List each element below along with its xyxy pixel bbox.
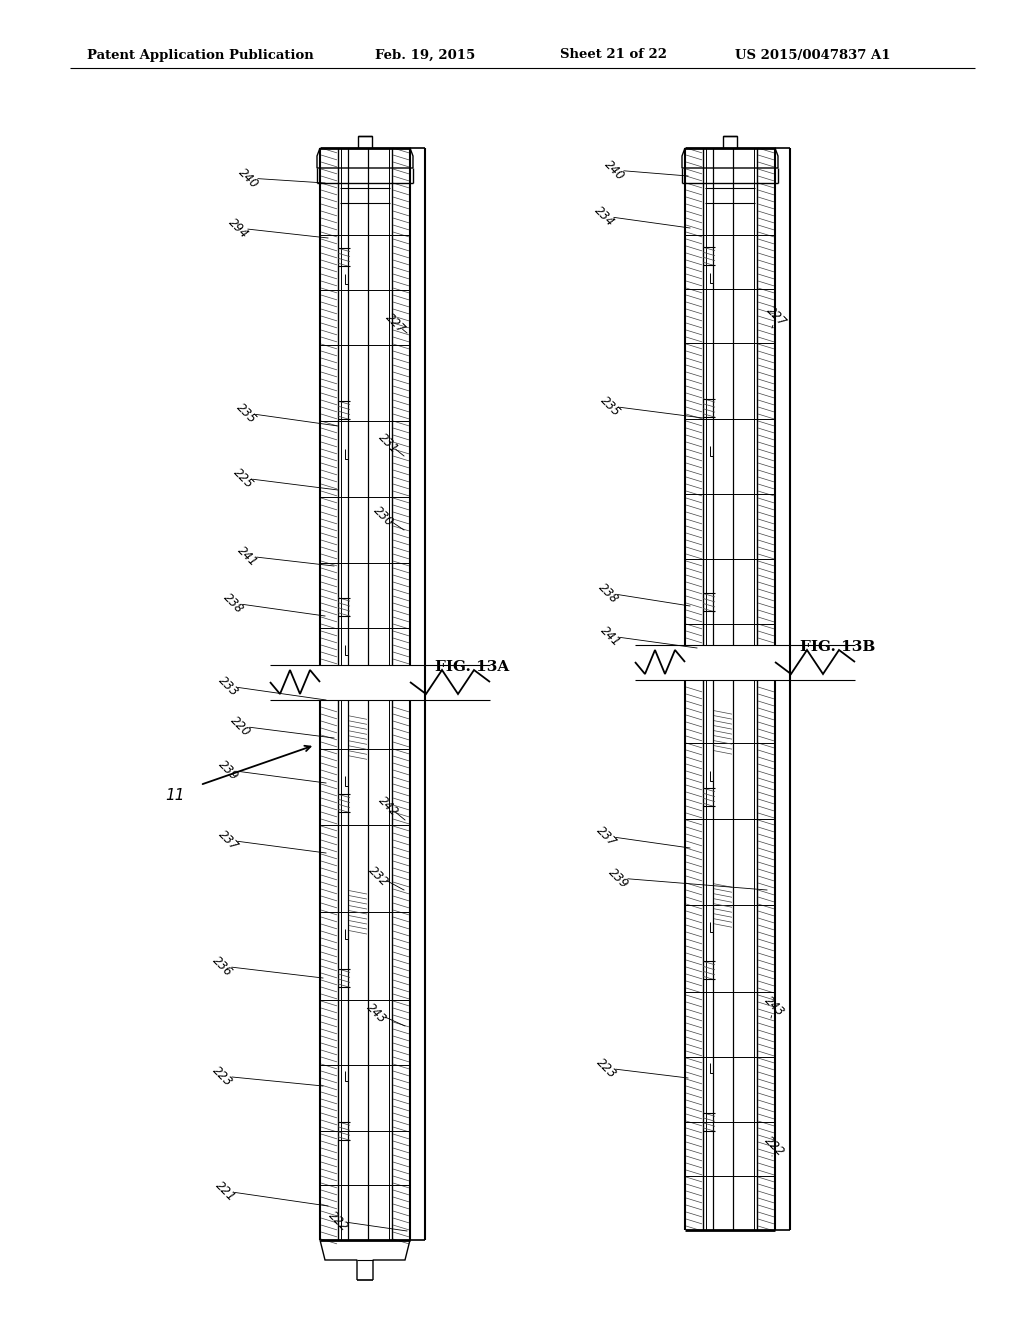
Text: US 2015/0047837 A1: US 2015/0047837 A1 (735, 49, 891, 62)
Text: 294: 294 (225, 215, 251, 240)
Text: FIG. 13A: FIG. 13A (435, 660, 509, 675)
Text: FIG. 13B: FIG. 13B (800, 640, 876, 653)
Text: 235: 235 (597, 393, 623, 418)
Text: 230: 230 (371, 503, 395, 528)
Text: 236: 236 (210, 953, 234, 978)
Text: 239: 239 (215, 758, 241, 783)
Text: 237: 237 (594, 824, 618, 849)
Text: 222: 222 (762, 1134, 786, 1159)
Text: Sheet 21 of 22: Sheet 21 of 22 (560, 49, 667, 62)
Text: 223: 223 (594, 1056, 618, 1081)
Text: 241: 241 (597, 623, 623, 648)
Text: 241: 241 (234, 544, 259, 569)
Text: 242: 242 (376, 793, 400, 818)
Text: 235: 235 (233, 400, 258, 425)
Text: 11: 11 (166, 788, 185, 803)
Text: 239: 239 (605, 866, 631, 891)
Text: 227: 227 (764, 304, 788, 329)
Text: 222: 222 (326, 1208, 350, 1234)
Text: 221: 221 (212, 1179, 238, 1204)
Text: 233: 233 (215, 673, 241, 698)
Text: 225: 225 (230, 466, 256, 491)
Text: 234: 234 (592, 203, 616, 228)
Text: 232: 232 (366, 863, 390, 888)
Text: Patent Application Publication: Patent Application Publication (87, 49, 313, 62)
Text: Feb. 19, 2015: Feb. 19, 2015 (375, 49, 475, 62)
Text: 243: 243 (762, 994, 786, 1019)
Text: 240: 240 (236, 165, 260, 190)
Text: 227: 227 (382, 310, 408, 335)
Text: 243: 243 (364, 1001, 388, 1026)
Text: 220: 220 (227, 713, 253, 739)
Text: 231: 231 (376, 430, 400, 455)
Text: 238: 238 (220, 590, 246, 615)
Text: 237: 237 (215, 828, 241, 853)
Text: 240: 240 (601, 157, 627, 182)
Text: 223: 223 (210, 1064, 234, 1089)
Text: 238: 238 (595, 581, 621, 606)
